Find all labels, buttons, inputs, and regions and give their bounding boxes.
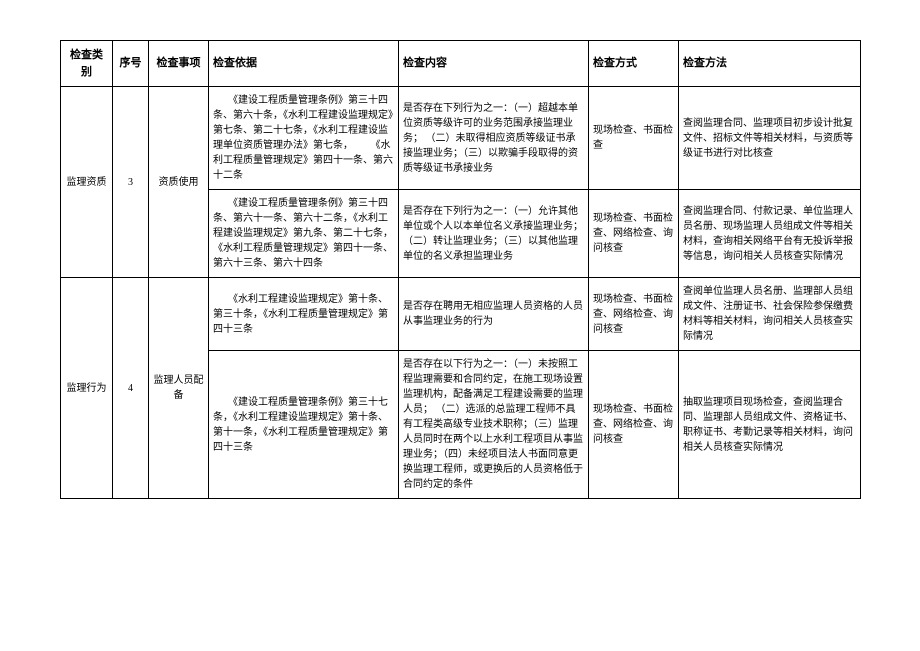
th-approach: 检查方法 bbox=[679, 41, 861, 87]
cell-item: 监理人员配备 bbox=[149, 278, 209, 499]
cell-method: 现场检查、书面检查、网络检查、询问核查 bbox=[589, 351, 679, 499]
cell-content: 是否存在以下行为之一：（一）未按照工程监理需要和合同约定，在施工现场设置监理机构… bbox=[399, 351, 589, 499]
cell-approach: 查阅监理合同、监理项目初步设计批复文件、招标文件等相关材料，与资质等级证书进行对… bbox=[679, 87, 861, 190]
cell-approach: 抽取监理项目现场检查，查阅监理合同、监理部人员组成文件、资格证书、职称证书、考勤… bbox=[679, 351, 861, 499]
cell-method: 现场检查、书面检查、网络检查、询问核查 bbox=[589, 190, 679, 278]
th-item: 检查事项 bbox=[149, 41, 209, 87]
th-basis: 检查依据 bbox=[209, 41, 399, 87]
cell-seq: 3 bbox=[113, 87, 149, 278]
cell-basis: 《水利工程建设监理规定》第十条、第三十条，《水利工程质量管理规定》第四十三条 bbox=[209, 278, 399, 351]
cell-seq: 4 bbox=[113, 278, 149, 499]
cell-approach: 查阅单位监理人员名册、监理部人员组成文件、注册证书、社会保险参保缴费材料等相关材… bbox=[679, 278, 861, 351]
cell-method: 现场检查、书面检查 bbox=[589, 87, 679, 190]
cell-method: 现场检查、书面检查、网络检查、询问核查 bbox=[589, 278, 679, 351]
cell-category: 监理资质 bbox=[61, 87, 113, 278]
header-row: 检查类别 序号 检查事项 检查依据 检查内容 检查方式 检查方法 bbox=[61, 41, 861, 87]
cell-content: 是否存在下列行为之一：（一）超越本单位资质等级许可的业务范围承接监理业务； （二… bbox=[399, 87, 589, 190]
table-row: 监理资质 3 资质使用 《建设工程质量管理条例》第三十四条、第六十条，《水利工程… bbox=[61, 87, 861, 190]
cell-approach: 查阅监理合同、付款记录、单位监理人员名册、现场监理人员组成文件等相关材料，查询相… bbox=[679, 190, 861, 278]
table-row: 监理行为 4 监理人员配备 《水利工程建设监理规定》第十条、第三十条，《水利工程… bbox=[61, 278, 861, 351]
cell-content: 是否存在下列行为之一：（一）允许其他单位或个人以本单位名义承接监理业务；（二）转… bbox=[399, 190, 589, 278]
cell-basis: 《建设工程质量管理条例》第三十四条、第六十条，《水利工程建设监理规定》第七条、第… bbox=[209, 87, 399, 190]
th-seq: 序号 bbox=[113, 41, 149, 87]
cell-category: 监理行为 bbox=[61, 278, 113, 499]
cell-basis: 《建设工程质量管理条例》第三十四条、第六十一条、第六十二条，《水利工程建设监理规… bbox=[209, 190, 399, 278]
cell-content: 是否存在聘用无相应监理人员资格的人员从事监理业务的行为 bbox=[399, 278, 589, 351]
th-method: 检查方式 bbox=[589, 41, 679, 87]
th-category: 检查类别 bbox=[61, 41, 113, 87]
cell-basis: 《建设工程质量管理条例》第三十七条，《水利工程建设监理规定》第十条、第十一条，《… bbox=[209, 351, 399, 499]
th-content: 检查内容 bbox=[399, 41, 589, 87]
cell-item: 资质使用 bbox=[149, 87, 209, 278]
inspection-table: 检查类别 序号 检查事项 检查依据 检查内容 检查方式 检查方法 监理资质 3 … bbox=[60, 40, 861, 499]
